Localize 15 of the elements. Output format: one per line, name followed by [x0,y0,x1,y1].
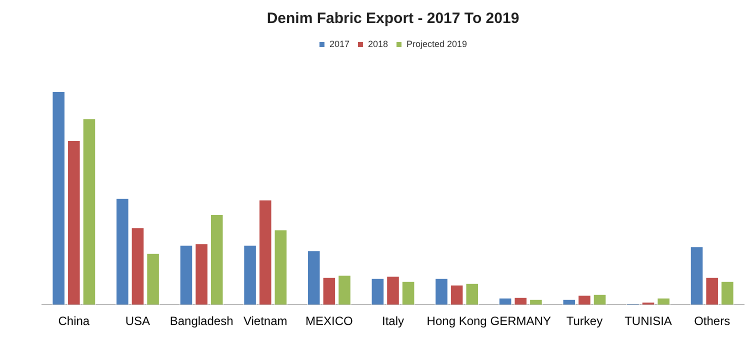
x-tick-label: Others [694,314,730,328]
x-tick-label: China [58,314,90,328]
legend-label: 2017 [329,38,350,49]
x-tick-label: Hong Kong [426,314,487,328]
x-tick-label: MEXICO [306,314,353,328]
x-tick-label: Turkey [566,314,603,328]
x-tick-label: Vietnam [243,314,288,328]
x-tick-label: Italy [382,314,404,328]
x-tick-label: USA [125,314,150,328]
x-tick-label: Bangladesh [170,314,234,328]
x-tick-label: GERMANY [490,314,551,328]
x-tick-label: TUNISIA [624,314,672,328]
legend-label: Projected 2019 [406,38,468,49]
chart-title: Denim Fabric Export - 2017 To 2019 [266,10,520,28]
legend-label: 2018 [368,38,388,49]
